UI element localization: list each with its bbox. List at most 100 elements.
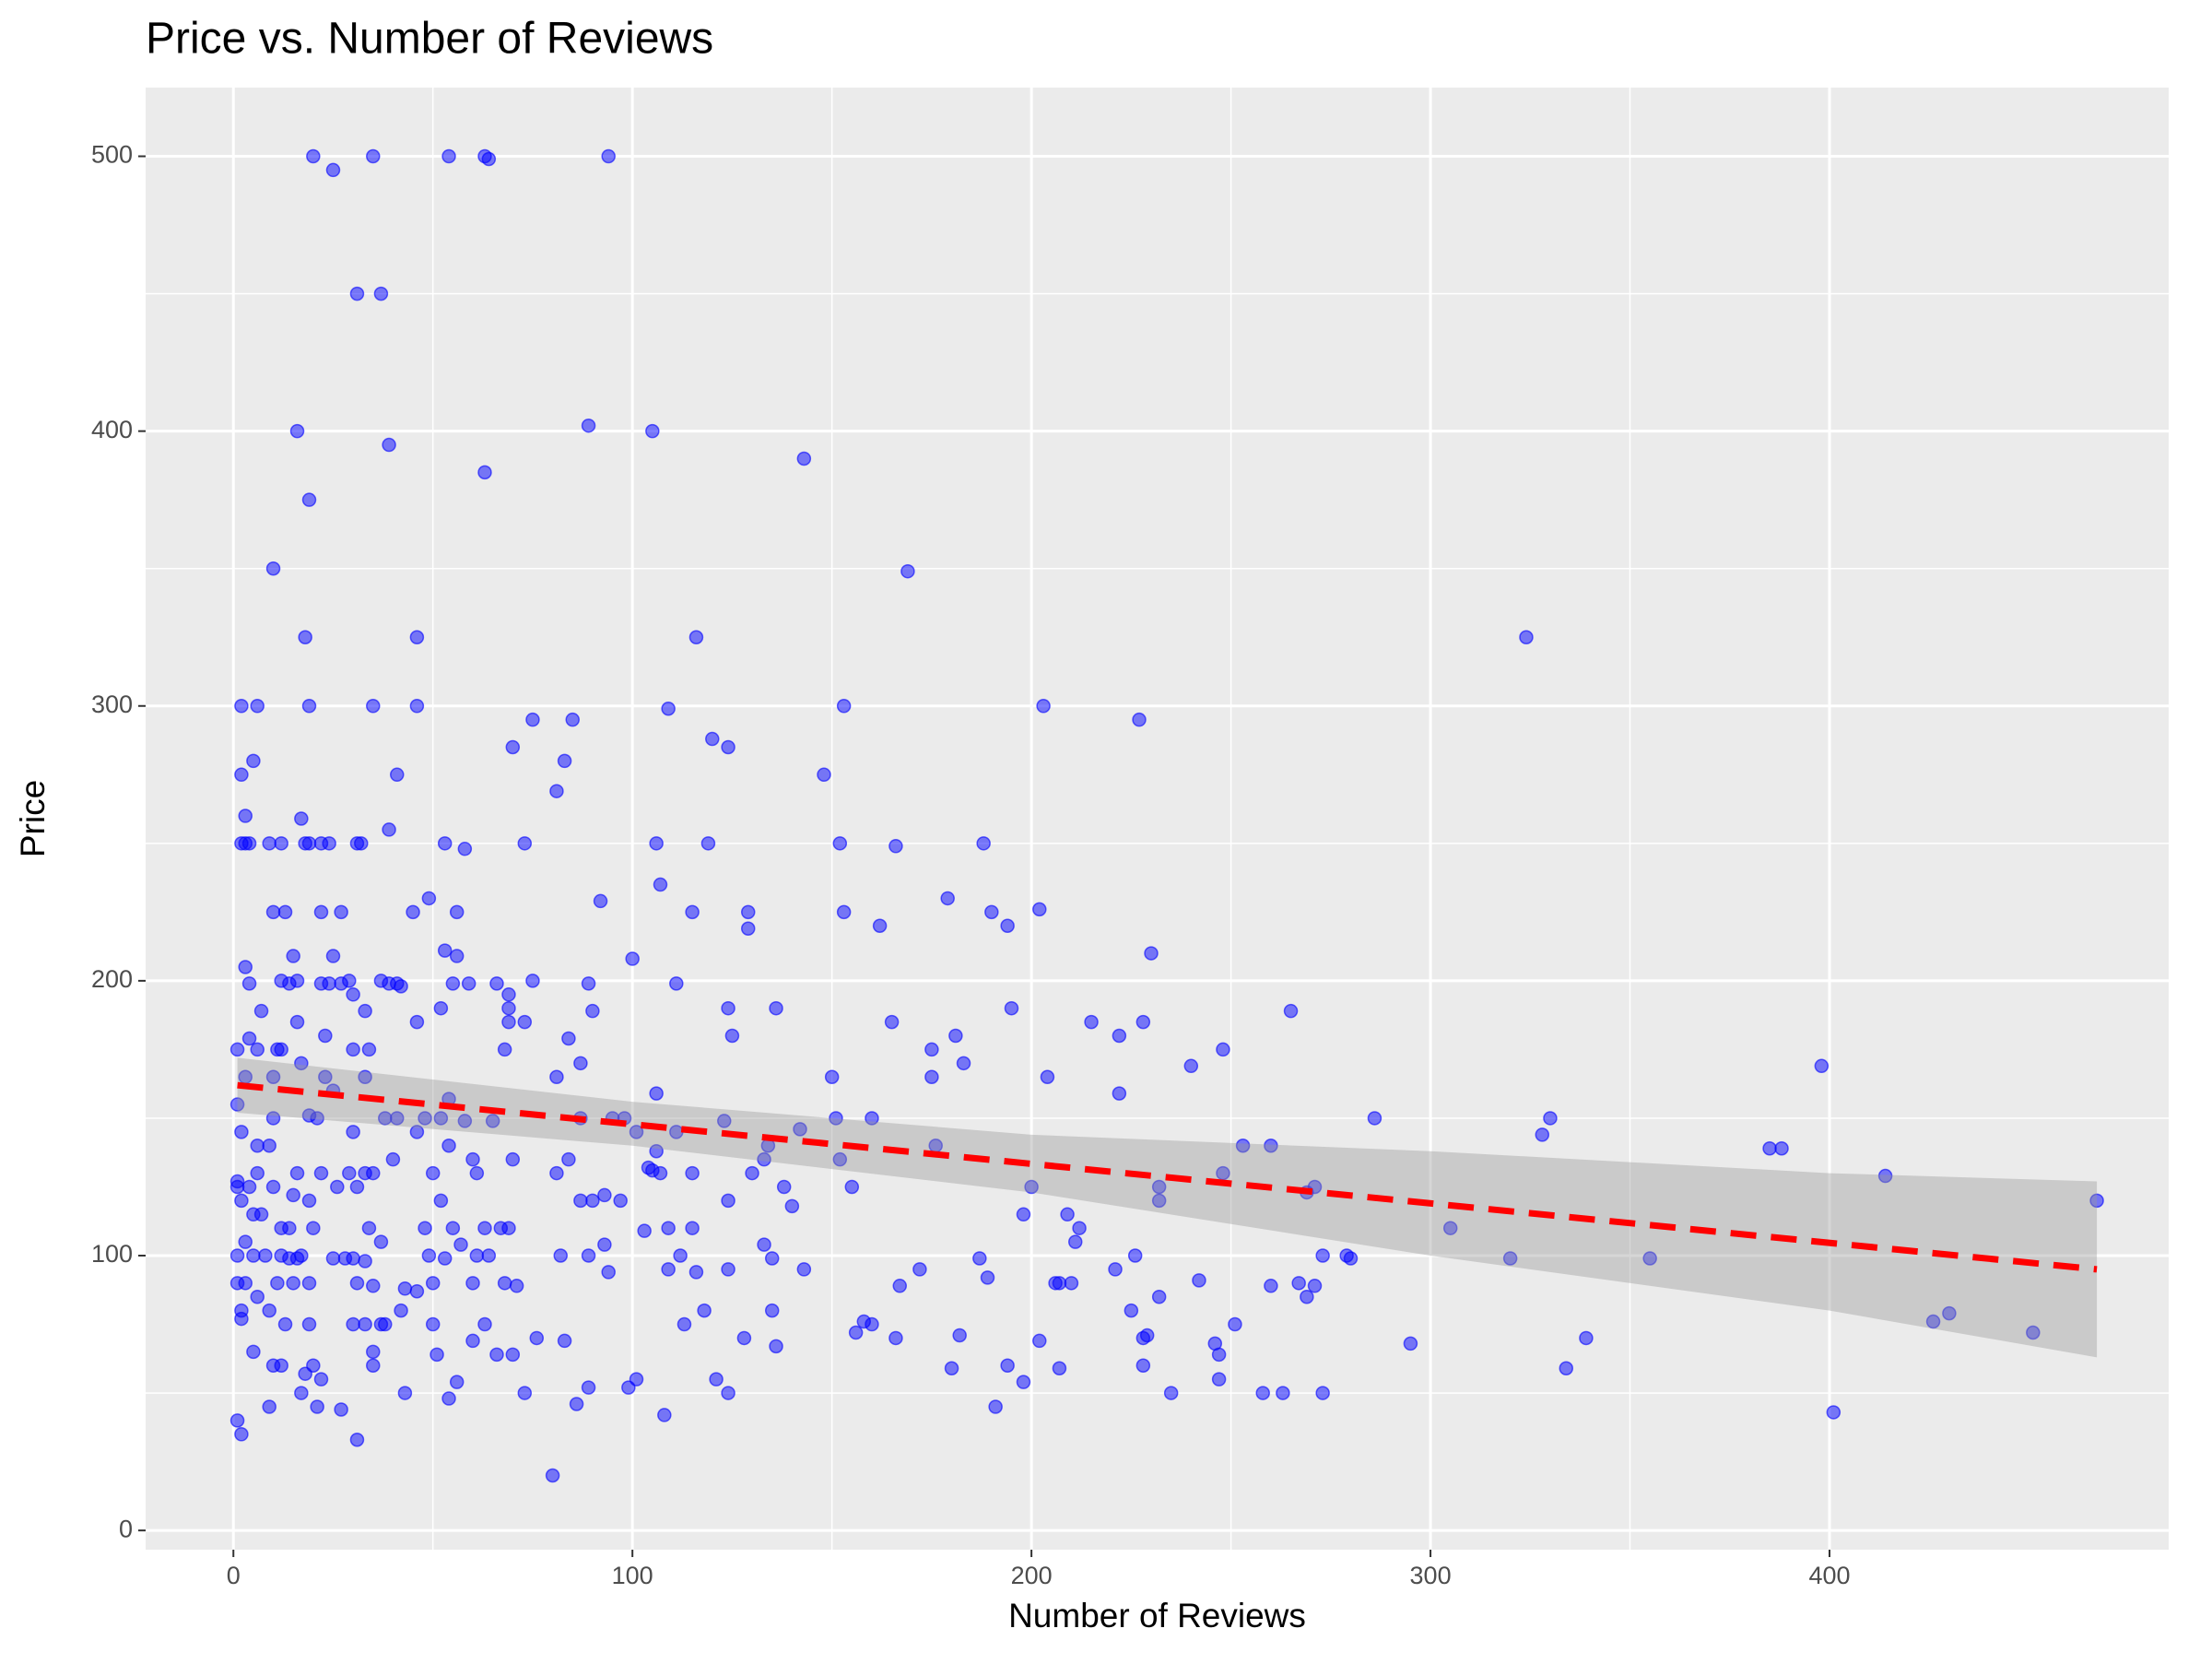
point bbox=[277, 904, 293, 920]
point bbox=[457, 1114, 473, 1128]
point bbox=[433, 1000, 449, 1016]
point bbox=[246, 1344, 261, 1360]
point bbox=[581, 976, 596, 991]
point bbox=[884, 1014, 900, 1030]
point bbox=[613, 1193, 628, 1209]
point bbox=[509, 1279, 524, 1293]
point bbox=[253, 1003, 269, 1019]
point bbox=[441, 1391, 456, 1406]
point bbox=[1579, 1330, 1594, 1346]
point bbox=[501, 987, 516, 1002]
point bbox=[1442, 1221, 1458, 1235]
point bbox=[425, 1276, 441, 1291]
point bbox=[493, 1221, 509, 1235]
point bbox=[593, 893, 608, 909]
point bbox=[956, 1056, 971, 1071]
point bbox=[349, 1179, 365, 1195]
point bbox=[382, 822, 396, 837]
point bbox=[334, 904, 348, 920]
point bbox=[433, 1193, 449, 1209]
point bbox=[238, 808, 253, 823]
point bbox=[265, 561, 281, 576]
point bbox=[294, 1056, 309, 1071]
point bbox=[241, 1179, 257, 1195]
point bbox=[1559, 1361, 1574, 1375]
point bbox=[465, 1151, 480, 1167]
point bbox=[1315, 1248, 1330, 1263]
point bbox=[757, 1151, 771, 1167]
point bbox=[1139, 1328, 1155, 1343]
point bbox=[661, 1221, 676, 1235]
point bbox=[517, 1386, 533, 1400]
point bbox=[1151, 1289, 1167, 1304]
point bbox=[848, 1325, 864, 1340]
point bbox=[649, 1086, 664, 1101]
point bbox=[705, 731, 720, 747]
point bbox=[322, 836, 336, 851]
point bbox=[1543, 1111, 1558, 1126]
point bbox=[649, 836, 664, 851]
point bbox=[421, 1248, 437, 1263]
point bbox=[313, 1165, 329, 1181]
point bbox=[310, 1111, 324, 1126]
point bbox=[1124, 1303, 1139, 1318]
trend-line bbox=[237, 1081, 2098, 1273]
point bbox=[1192, 1273, 1206, 1288]
point bbox=[653, 1165, 668, 1181]
y-axis-label: Price bbox=[14, 780, 52, 857]
point bbox=[629, 1125, 644, 1139]
point bbox=[1052, 1276, 1067, 1291]
point bbox=[234, 1193, 249, 1209]
point bbox=[585, 1193, 600, 1209]
point bbox=[1283, 1003, 1299, 1019]
point bbox=[940, 891, 955, 906]
point bbox=[517, 1014, 533, 1030]
point bbox=[366, 1279, 381, 1293]
point bbox=[1367, 1111, 1382, 1126]
point bbox=[394, 979, 408, 994]
point bbox=[425, 1165, 441, 1181]
point bbox=[385, 1151, 401, 1167]
point bbox=[793, 1122, 807, 1137]
point bbox=[366, 1358, 381, 1374]
point bbox=[445, 1221, 461, 1235]
point bbox=[1036, 699, 1051, 714]
point bbox=[241, 836, 257, 851]
point bbox=[406, 904, 420, 920]
point bbox=[1762, 1140, 1777, 1156]
point bbox=[944, 1361, 959, 1375]
point bbox=[497, 1276, 512, 1291]
point bbox=[469, 1165, 485, 1181]
point bbox=[1642, 1251, 1657, 1266]
point bbox=[457, 842, 473, 856]
point bbox=[294, 811, 309, 826]
point bbox=[1307, 1279, 1323, 1293]
point bbox=[449, 1375, 465, 1389]
point bbox=[661, 702, 676, 716]
point bbox=[289, 1165, 305, 1181]
point bbox=[1315, 1386, 1330, 1400]
point bbox=[1151, 1193, 1167, 1209]
point bbox=[346, 1125, 360, 1139]
point bbox=[477, 1316, 492, 1332]
point bbox=[441, 1139, 456, 1153]
point bbox=[318, 1069, 333, 1084]
point bbox=[229, 1097, 245, 1112]
point bbox=[461, 976, 477, 991]
point bbox=[836, 904, 852, 920]
point bbox=[246, 1248, 261, 1263]
point bbox=[289, 974, 305, 988]
point bbox=[685, 1165, 700, 1181]
point bbox=[349, 286, 365, 301]
point bbox=[972, 1251, 987, 1266]
point bbox=[1235, 1139, 1251, 1153]
point bbox=[669, 976, 684, 991]
point bbox=[865, 1111, 879, 1126]
x-tick-label: 100 bbox=[612, 1562, 653, 1589]
point bbox=[481, 151, 497, 167]
point bbox=[313, 904, 329, 920]
x-tick-label: 200 bbox=[1011, 1562, 1053, 1589]
point bbox=[565, 712, 580, 727]
point bbox=[477, 1221, 492, 1235]
